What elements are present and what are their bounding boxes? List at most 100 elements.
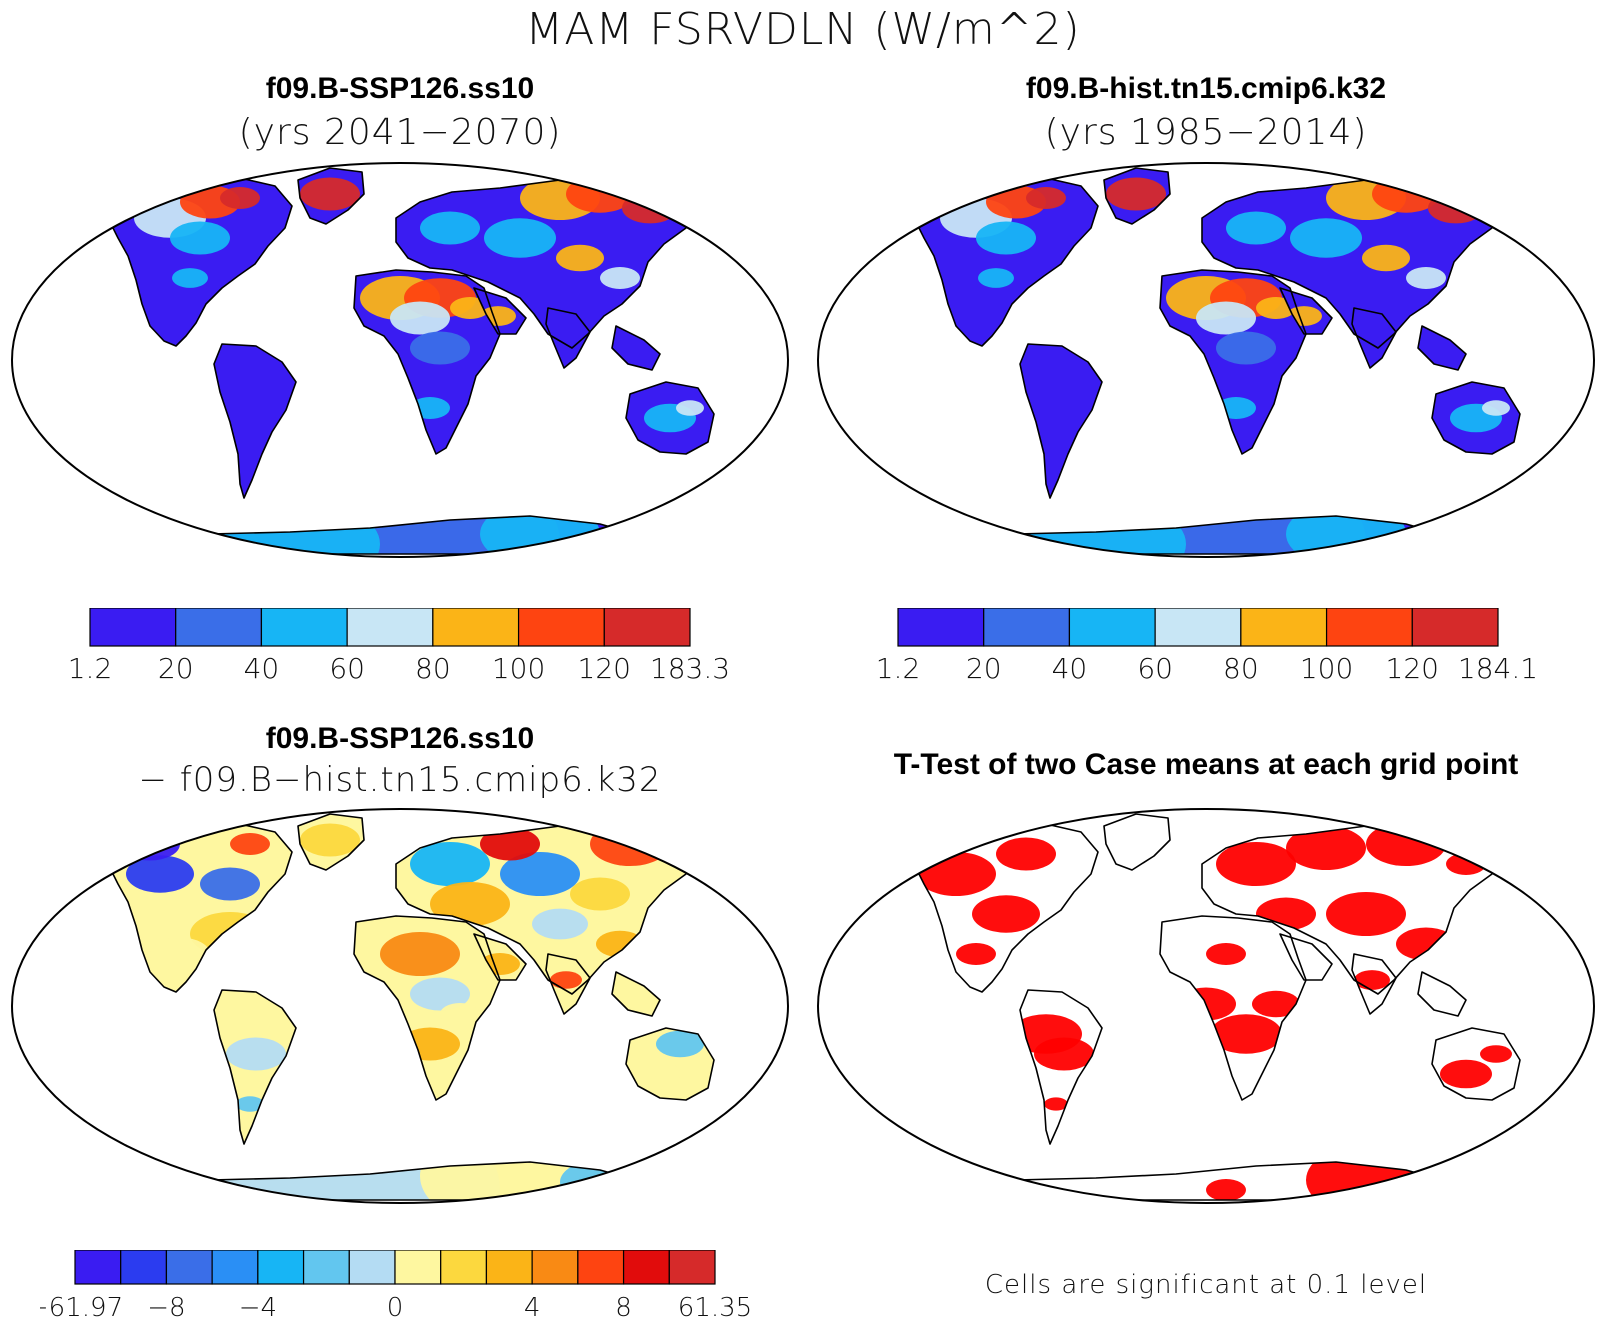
field-patch <box>430 882 510 926</box>
field-patch <box>556 244 604 272</box>
field-patch <box>410 331 470 365</box>
colorbar-tick-label: 120 <box>1386 652 1439 685</box>
field-patch <box>956 943 996 965</box>
colorbar-tick-label: 8 <box>615 1293 632 1323</box>
colorbar-tick-label: 1.2 <box>876 652 921 685</box>
panel-subtitle-bottom-left: − f09.B−hist.tn15.cmip6.k32 <box>138 760 662 800</box>
field-patch <box>1206 943 1246 965</box>
field-patch <box>240 516 560 554</box>
coastline-india <box>545 307 591 369</box>
field-patch <box>420 211 480 245</box>
coastline-south-america <box>213 989 297 1145</box>
map-border <box>11 162 789 558</box>
colorbar-box <box>165 1250 213 1285</box>
field-patch <box>1196 301 1256 335</box>
colorbar-box <box>175 608 263 647</box>
field-patch <box>1026 187 1066 209</box>
field-patch <box>570 877 630 911</box>
field-patch <box>532 908 588 940</box>
field-patch <box>200 867 260 901</box>
map-bottom-right <box>817 808 1595 1204</box>
colorbar-box <box>1154 608 1242 647</box>
colorbar-box <box>485 1250 533 1285</box>
coastline-africa <box>1159 915 1307 1101</box>
field-patch <box>420 1162 620 1200</box>
colorbar-tick-label: 40 <box>244 652 280 685</box>
field-patch <box>1206 1179 1246 1200</box>
field-patch <box>380 932 460 976</box>
colorbar-box <box>394 1250 442 1285</box>
coastline-arabia <box>473 287 527 335</box>
field-patch <box>480 827 540 861</box>
map-border <box>11 808 789 1204</box>
coastline-greenland <box>297 167 365 225</box>
panel-title-top-right: f09.B-hist.tn15.cmip6.k32 <box>1025 72 1387 105</box>
colorbar-tick-label: 1.2 <box>68 652 113 685</box>
field-patch <box>140 1162 500 1200</box>
colorbar-box <box>1325 608 1413 647</box>
land-india <box>546 308 590 368</box>
colorbar-box <box>120 1250 168 1285</box>
coastline-south-america <box>213 343 297 499</box>
colorbar-box <box>1411 608 1499 647</box>
colorbar-box <box>577 1250 625 1285</box>
panel-subtitle-top-right: (yrs 1985−2014) <box>1044 112 1368 153</box>
coastline-india <box>1351 953 1397 1015</box>
field-patch <box>1216 842 1296 886</box>
field-patch <box>236 1096 264 1112</box>
colorbar-tick-label: 80 <box>1223 652 1259 685</box>
panel-title-bottom-right: T-Test of two Case means at each grid po… <box>893 748 1519 781</box>
field-patch <box>1290 218 1362 258</box>
field-patch <box>410 977 470 1011</box>
panel-subtitle-top-left: (yrs 2041−2070) <box>238 112 562 153</box>
field-patch <box>1216 331 1276 365</box>
field-patch <box>172 268 208 288</box>
field-patch <box>440 1003 480 1025</box>
colorbar-tick-label: 100 <box>1300 652 1353 685</box>
colorbar-box <box>302 1250 350 1285</box>
field-patch <box>656 1030 704 1058</box>
map-top-right <box>817 162 1595 558</box>
field-patch <box>976 221 1036 255</box>
colorbar-box <box>1240 608 1328 647</box>
field-patch <box>916 852 996 896</box>
colorbar-box <box>531 1250 579 1285</box>
field-patch <box>1106 177 1166 211</box>
panel-title-top-left: f09.B-SSP126.ss10 <box>265 72 535 105</box>
coastline-south-america <box>1019 989 1103 1145</box>
colorbar-box <box>74 1250 122 1285</box>
field-patch <box>170 221 230 255</box>
colorbar-tick-label: −4 <box>239 1293 277 1323</box>
colorbar-box <box>603 608 691 647</box>
colorbar-top-right: 1.2 20 40 60 80 100 120 184.1 <box>876 608 1538 685</box>
coastline-africa <box>353 269 501 455</box>
colorbar-box <box>211 1250 259 1285</box>
coastline-greenland <box>1103 167 1171 225</box>
coastline-north-america <box>107 823 293 993</box>
colorbar-bottom-left: −61.97 −8 −4 0 4 8 61.35 <box>40 1250 752 1323</box>
field-patch <box>1362 244 1410 272</box>
colorbar-tick-label: 20 <box>158 652 194 685</box>
coastline-north-america <box>913 177 1099 347</box>
colorbar-tick-label: 61.35 <box>678 1293 752 1323</box>
coastline-australia <box>1431 1027 1521 1101</box>
coastline-se-asia <box>611 971 661 1017</box>
map-top-left <box>11 162 789 558</box>
field-patch <box>600 267 640 289</box>
field-patch <box>1440 1059 1492 1089</box>
colorbar-tick-label: −8 <box>147 1293 185 1323</box>
field-patch <box>410 842 490 886</box>
colorbar-tick-label: 183.3 <box>650 652 730 685</box>
colorbar-tick-label: 60 <box>1137 652 1173 685</box>
colorbar-box <box>257 1250 305 1285</box>
colorbar-tick-label: −61.97 <box>40 1293 123 1323</box>
coastline-south-america <box>1019 343 1103 499</box>
field-patch <box>996 837 1056 871</box>
coastline-se-asia <box>1417 971 1467 1017</box>
coastline-india <box>545 953 591 1015</box>
colorbar-tick-label: 100 <box>492 652 545 685</box>
significance-footnote: Cells are significant at 0.1 level <box>984 1270 1428 1300</box>
coastline-africa <box>353 915 501 1101</box>
colorbar-box <box>1068 608 1156 647</box>
coastline-se-asia <box>1417 325 1467 371</box>
